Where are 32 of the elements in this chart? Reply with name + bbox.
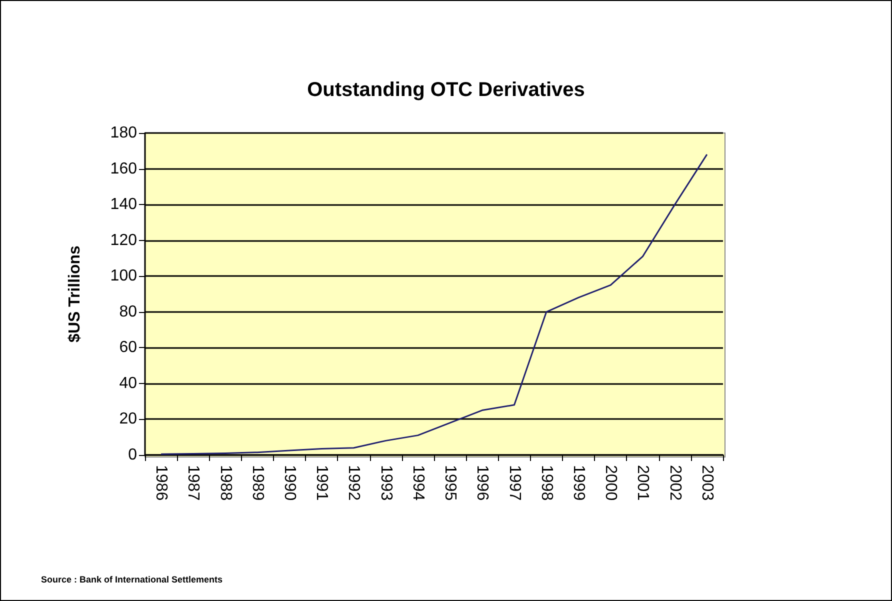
x-tick-label: 1998 <box>538 465 555 501</box>
x-tick-label: 1992 <box>345 465 362 501</box>
line-series <box>160 154 708 455</box>
x-tick-label: 1989 <box>248 465 266 501</box>
y-tick-label: 120 <box>110 232 138 249</box>
x-tick-label: 2002 <box>666 465 684 501</box>
x-tick-label: 1996 <box>474 465 491 501</box>
x-tick-label: 1986 <box>152 465 170 501</box>
source-note: Source : Bank of International Settlements <box>41 574 223 584</box>
y-tick-label: 160 <box>110 160 138 178</box>
y-tick-label: 100 <box>110 268 138 285</box>
y-tick-label: 0 <box>128 446 138 464</box>
y-tick-label: 20 <box>119 410 138 428</box>
x-tick-label: 1997 <box>506 465 523 501</box>
y-tick-label: 180 <box>110 124 138 142</box>
y-tick-label: 80 <box>119 303 138 320</box>
x-tick-label: 1993 <box>377 465 394 501</box>
x-tick-label: 1987 <box>184 465 202 501</box>
x-tick-label: 2001 <box>634 465 652 501</box>
x-tick-label: 1991 <box>313 465 330 501</box>
x-tick-label: 2000 <box>602 465 620 501</box>
x-tick-label: 1988 <box>216 465 234 501</box>
x-tick-label: 1990 <box>281 465 298 501</box>
x-tick-label: 2003 <box>698 465 716 501</box>
y-tick-label: 60 <box>119 339 138 356</box>
y-tick-label: 140 <box>110 196 138 214</box>
chart-title: Outstanding OTC Derivatives <box>307 79 585 101</box>
x-tick-label: 1995 <box>442 465 459 501</box>
x-tick-label: 1999 <box>570 465 587 501</box>
y-axis-title: $US Trillions <box>66 245 84 342</box>
x-tick-label: 1994 <box>409 465 426 501</box>
y-tick-label: 40 <box>119 374 138 392</box>
